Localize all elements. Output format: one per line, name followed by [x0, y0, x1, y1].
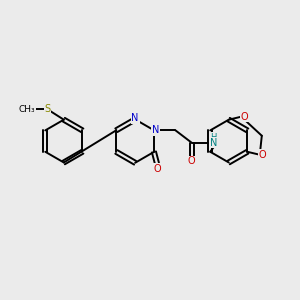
Text: H: H [211, 133, 217, 142]
Text: O: O [240, 112, 248, 122]
Text: O: O [188, 156, 196, 167]
Text: O: O [259, 150, 267, 160]
Text: N: N [152, 125, 159, 135]
Text: CH₃: CH₃ [19, 105, 36, 114]
Text: O: O [153, 164, 161, 174]
Text: N: N [131, 113, 139, 123]
Text: S: S [44, 104, 50, 114]
Text: N: N [210, 138, 218, 148]
